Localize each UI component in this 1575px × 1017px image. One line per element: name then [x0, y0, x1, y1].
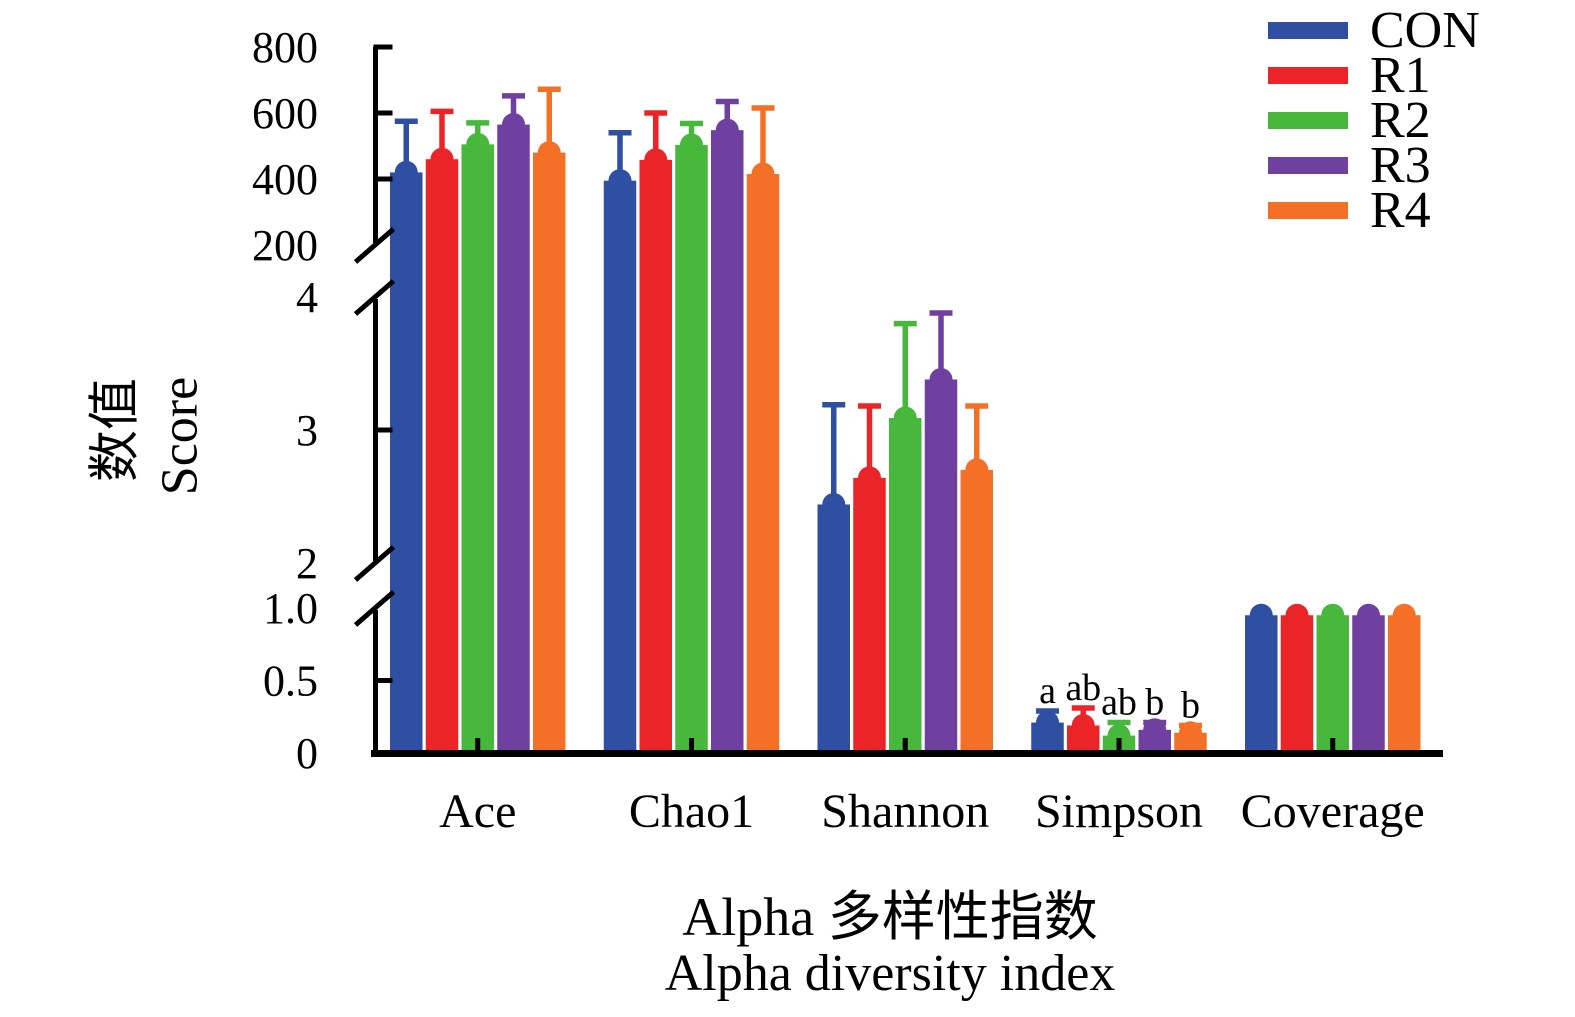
y-tick-label-1.0: 1.0 [263, 584, 318, 633]
sig-letter-r3-simpson: b [1145, 682, 1164, 724]
y-tick-label-3: 3 [296, 406, 318, 455]
axis-break-slash-1 [353, 279, 396, 316]
x-category-label-chao1: Chao1 [629, 785, 754, 838]
legend-label-r2: R2 [1370, 92, 1431, 149]
errorbar-dot-con-coverage [1249, 603, 1273, 627]
bar-con-chao1 [603, 180, 637, 757]
x-category-label-coverage: Coverage [1241, 785, 1425, 838]
legend-swatch-r3 [1268, 157, 1348, 174]
x-category-label-ace: Ace [439, 785, 516, 838]
bar-r2-ace [461, 144, 494, 758]
y-tick-label-800: 800 [252, 23, 318, 72]
bar-r2-coverage [1316, 615, 1349, 757]
bar-r1-coverage [1280, 615, 1314, 757]
y-tick-label-0.5: 0.5 [263, 657, 318, 706]
legend-item-r4: R4 [1268, 182, 1480, 239]
sig-letter-r1-simpson: ab [1065, 667, 1101, 709]
errorbar-dot-r3-coverage [1357, 603, 1380, 627]
errorbar-dot-r4-coverage [1392, 603, 1416, 627]
bar-r4-shannon [960, 469, 993, 757]
legend-label-r1: R1 [1370, 47, 1431, 104]
legend-item-r3: R3 [1268, 137, 1480, 194]
axis-break-slash-0 [353, 227, 396, 264]
legend-label-r3: R3 [1370, 137, 1431, 194]
sig-letter-con-simpson: a [1039, 670, 1056, 712]
bar-r4-chao1 [746, 174, 780, 758]
legend-item-r1: R1 [1268, 47, 1480, 104]
bar-r3-coverage [1352, 615, 1385, 757]
bar-con-coverage [1245, 615, 1278, 757]
bar-r3-chao1 [711, 130, 744, 757]
bar-r1-chao1 [639, 159, 672, 758]
bar-r4-coverage [1388, 615, 1421, 757]
legend-swatch-con [1268, 22, 1348, 39]
y-tick-label-2: 2 [296, 539, 318, 588]
bar-r4-ace [533, 152, 566, 758]
y-tick-label-200: 200 [252, 221, 318, 270]
sig-letter-r4-simpson: b [1181, 684, 1200, 726]
y-tick-label-400: 400 [252, 155, 318, 204]
y-axis-title-zh: 数值 [87, 377, 145, 483]
y-tick-label-0: 0 [296, 729, 318, 778]
legend-label-con: CON [1370, 2, 1480, 59]
legend-swatch-r1 [1268, 67, 1348, 84]
y-tick-label-4: 4 [296, 273, 318, 322]
x-axis-title-en: Alpha diversity index [664, 945, 1116, 1002]
errorbar-dot-r1-coverage [1285, 603, 1309, 627]
bar-r1-ace [425, 159, 459, 757]
y-axis-title-en: Score [151, 376, 209, 496]
legend-swatch-r4 [1268, 202, 1348, 219]
chart-legend: CON R1 R2 R3 R4 [1268, 2, 1480, 239]
legend-item-r2: R2 [1268, 92, 1480, 149]
x-category-label-simpson: Simpson [1035, 785, 1203, 838]
bar-r2-chao1 [675, 145, 708, 757]
sig-letter-r2-simpson: ab [1101, 682, 1137, 724]
x-category-label-shannon: Shannon [821, 785, 989, 838]
bar-r1-shannon [853, 477, 886, 757]
legend-item-con: CON [1268, 2, 1480, 59]
bar-r3-shannon [924, 379, 958, 757]
x-axis-title-zh: Alpha 多样性指数 [682, 887, 1098, 947]
legend-label-r4: R4 [1370, 182, 1431, 239]
bar-r3-ace [497, 124, 530, 758]
bar-con-ace [390, 172, 423, 757]
axis-break-slash-2 [353, 545, 396, 582]
bar-con-shannon [817, 504, 850, 757]
y-tick-label-600: 600 [252, 89, 318, 138]
legend-swatch-r2 [1268, 112, 1348, 129]
bar-r2-shannon [889, 418, 922, 757]
axis-break-slash-3 [353, 590, 396, 627]
errorbar-dot-r2-coverage [1321, 603, 1345, 627]
